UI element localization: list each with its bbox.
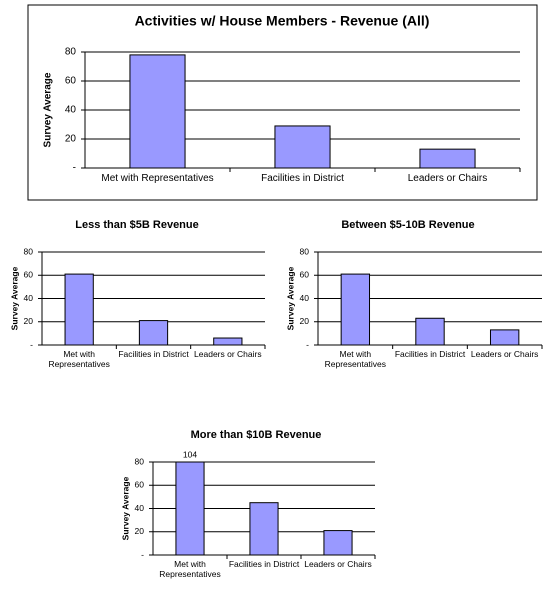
- x-tick-label: Met with Representatives: [324, 350, 387, 369]
- y-tick-label: 40: [24, 293, 34, 303]
- bar: [175, 461, 205, 556]
- x-tick-label-box: Leaders or Chairs: [407, 173, 488, 184]
- x-tick-label-box: Met with Representatives: [101, 173, 214, 184]
- bar: [249, 502, 279, 556]
- y-tick-label: 20: [24, 316, 34, 326]
- y-tick-label: 20: [65, 134, 77, 145]
- x-tick-label-box: Facilities in District: [118, 350, 189, 359]
- y-tick-label: 40: [65, 105, 77, 116]
- bar: [138, 320, 169, 346]
- y-tick-label: -: [30, 339, 33, 349]
- y-axis-label: Survey Average: [43, 72, 54, 147]
- bar: [415, 317, 445, 346]
- x-tick-label-box: Leaders or Chairs: [194, 350, 262, 359]
- x-tick-label-box: Leaders or Chairs: [304, 560, 372, 569]
- x-tick-label: Leaders or Chairs: [194, 350, 262, 359]
- bar: [419, 148, 476, 169]
- y-tick-label: 80: [300, 246, 310, 256]
- y-tick-label: 60: [300, 270, 310, 280]
- bar: [129, 54, 186, 169]
- x-tick-label-box: Leaders or Chairs: [470, 350, 539, 359]
- x-tick-label-box: Facilities in District: [394, 350, 466, 359]
- x-tick-label-box: Met with Representatives: [159, 560, 221, 579]
- y-axis-label: Survey Average: [9, 266, 19, 330]
- bar: [323, 530, 353, 556]
- x-tick-label: Facilities in District: [261, 173, 344, 184]
- chart-frame: [27, 4, 538, 201]
- y-tick-label: 80: [135, 456, 145, 466]
- x-tick-label-box: Facilities in District: [261, 173, 344, 184]
- y-tick-label: -: [73, 163, 76, 174]
- x-tick-label-box: Met with Representatives: [48, 350, 110, 369]
- x-tick-label: Facilities in District: [394, 350, 466, 359]
- x-tick-label: Met with Representatives: [48, 350, 110, 369]
- y-tick-label: -: [141, 549, 144, 559]
- y-tick-label: 60: [24, 270, 34, 280]
- y-tick-label: 40: [300, 293, 310, 303]
- y-tick-label: 80: [65, 47, 77, 58]
- chart-title: More than $10B Revenue: [191, 429, 322, 441]
- y-tick-label: -: [306, 339, 309, 349]
- data-label: 104: [183, 449, 197, 459]
- x-tick-label-box: Met with Representatives: [324, 350, 387, 369]
- x-tick-label: Met with Representatives: [159, 560, 221, 579]
- x-tick-label-box: Facilities in District: [228, 560, 300, 569]
- bar: [489, 329, 520, 346]
- y-tick-label: 60: [135, 480, 145, 490]
- chart-title: Activities w/ House Members - Revenue (A…: [135, 13, 430, 29]
- bar: [340, 273, 371, 346]
- y-tick-label: 60: [65, 76, 77, 87]
- x-tick-label: Leaders or Chairs: [470, 350, 539, 359]
- x-tick-label: Facilities in District: [118, 350, 189, 359]
- x-tick-label: Met with Representatives: [101, 173, 214, 184]
- chart-title: Less than $5B Revenue: [75, 219, 199, 231]
- y-axis-label: Survey Average: [285, 266, 295, 330]
- y-axis-label: Survey Average: [120, 476, 130, 540]
- y-tick-label: 80: [24, 246, 34, 256]
- bar: [213, 337, 243, 346]
- y-tick-label: 20: [135, 526, 145, 536]
- y-tick-label: 20: [300, 316, 310, 326]
- x-tick-label: Facilities in District: [228, 560, 300, 569]
- chart-title: Between $5-10B Revenue: [341, 219, 474, 231]
- bar: [274, 125, 331, 169]
- bar: [64, 273, 94, 346]
- y-tick-label: 40: [135, 503, 145, 513]
- x-tick-label: Leaders or Chairs: [407, 173, 488, 184]
- x-tick-label: Leaders or Chairs: [304, 560, 372, 569]
